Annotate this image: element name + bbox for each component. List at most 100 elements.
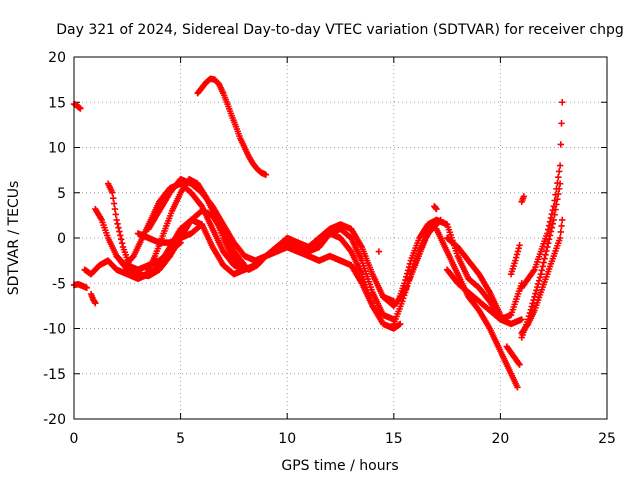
data-point bbox=[512, 257, 519, 264]
data-series-arc-10 bbox=[134, 221, 206, 246]
data-point bbox=[437, 216, 444, 224]
data-series-arc-16 bbox=[431, 203, 440, 213]
data-point bbox=[526, 309, 534, 317]
y-tick-label: -5 bbox=[52, 276, 66, 292]
data-point bbox=[541, 255, 548, 262]
data-series-arc-09 bbox=[124, 239, 184, 273]
x-tick-label: 10 bbox=[278, 431, 296, 447]
data-point bbox=[545, 236, 553, 243]
x-tick-label: 20 bbox=[491, 431, 509, 447]
y-tick-label: -10 bbox=[43, 322, 66, 338]
axis-ticks: 0 5 10 15 20 25 -20 -15 -10 -5 0 5 10 15 20 bbox=[43, 50, 616, 447]
data-point bbox=[516, 361, 523, 368]
y-tick-label: -15 bbox=[43, 367, 66, 383]
data-series-arc-03 bbox=[87, 290, 99, 307]
data-point bbox=[113, 216, 120, 224]
data-point bbox=[530, 267, 537, 275]
data-point bbox=[117, 232, 124, 239]
data-point bbox=[497, 311, 504, 319]
data-point bbox=[375, 248, 383, 255]
y-tick-label: 20 bbox=[48, 50, 66, 66]
plot-frame bbox=[73, 56, 608, 420]
data-point bbox=[110, 194, 117, 202]
data-point bbox=[553, 201, 560, 208]
data-point bbox=[551, 211, 558, 218]
data-point bbox=[528, 303, 535, 310]
data-point bbox=[559, 216, 566, 224]
data-point bbox=[558, 120, 565, 127]
y-tick-label: 10 bbox=[48, 141, 66, 157]
data-point bbox=[115, 224, 122, 231]
data-point bbox=[520, 193, 528, 200]
data-point bbox=[552, 206, 559, 213]
data-point bbox=[404, 267, 412, 274]
data-point bbox=[559, 99, 566, 106]
data-point bbox=[109, 189, 116, 196]
data-point bbox=[529, 300, 536, 307]
data-series-arc-11 bbox=[194, 75, 270, 178]
data-point bbox=[547, 228, 555, 235]
data-point bbox=[92, 299, 99, 307]
x-tick-label: 25 bbox=[598, 431, 616, 447]
data-series-arc-21 bbox=[503, 343, 523, 368]
data-point bbox=[240, 260, 247, 268]
data-point bbox=[540, 259, 547, 266]
data-point bbox=[241, 261, 248, 269]
data-point bbox=[515, 245, 522, 252]
x-tick-label: 15 bbox=[385, 431, 403, 447]
data-point bbox=[533, 287, 540, 294]
data-point bbox=[536, 274, 544, 281]
data-point bbox=[554, 196, 561, 203]
data-point bbox=[83, 284, 90, 291]
data-points bbox=[70, 75, 566, 391]
data-series-arc-06 bbox=[104, 175, 397, 323]
data-point bbox=[116, 228, 123, 235]
data-point bbox=[545, 239, 552, 247]
data-point bbox=[515, 360, 522, 367]
data-series-arc-02 bbox=[70, 280, 90, 291]
data-point bbox=[114, 220, 121, 227]
data-point bbox=[402, 286, 410, 293]
data-point bbox=[555, 190, 562, 198]
data-point bbox=[77, 105, 84, 112]
data-point bbox=[549, 220, 556, 227]
data-series-arc-20 bbox=[507, 242, 523, 278]
data-point bbox=[544, 243, 551, 251]
data-point bbox=[514, 248, 522, 255]
data-series-arc-22 bbox=[518, 193, 528, 205]
data-point bbox=[535, 277, 543, 284]
data-point bbox=[396, 320, 404, 328]
y-tick-label: -20 bbox=[43, 412, 66, 428]
data-point bbox=[538, 267, 546, 274]
data-point bbox=[512, 254, 520, 261]
data-point bbox=[557, 141, 565, 148]
data-point bbox=[539, 263, 546, 270]
data-point bbox=[555, 185, 563, 193]
data-series-arc-17 bbox=[433, 225, 521, 391]
data-point bbox=[555, 174, 562, 181]
x-axis-label: GPS time / hours bbox=[281, 458, 398, 474]
data-point bbox=[532, 290, 539, 297]
data-point bbox=[401, 289, 409, 296]
data-point bbox=[534, 283, 541, 291]
data-series-arc-12 bbox=[375, 248, 383, 255]
data-series-arc-25 bbox=[518, 180, 564, 341]
data-series-arc-01 bbox=[70, 100, 84, 112]
data-point bbox=[112, 211, 119, 218]
x-tick-label: 5 bbox=[176, 431, 185, 447]
data-point bbox=[557, 228, 565, 236]
data-point bbox=[514, 384, 521, 391]
data-point bbox=[403, 283, 411, 290]
data-point bbox=[556, 234, 564, 242]
data-point bbox=[537, 271, 545, 278]
y-tick-label: 15 bbox=[48, 95, 66, 111]
data-series-arc-23 bbox=[518, 216, 566, 337]
data-point bbox=[405, 277, 413, 284]
data-point bbox=[542, 251, 549, 259]
data-point bbox=[556, 162, 564, 169]
data-series-arc-14 bbox=[394, 216, 440, 305]
data-point bbox=[118, 239, 126, 247]
data-point bbox=[524, 316, 532, 323]
data-point bbox=[550, 216, 557, 224]
